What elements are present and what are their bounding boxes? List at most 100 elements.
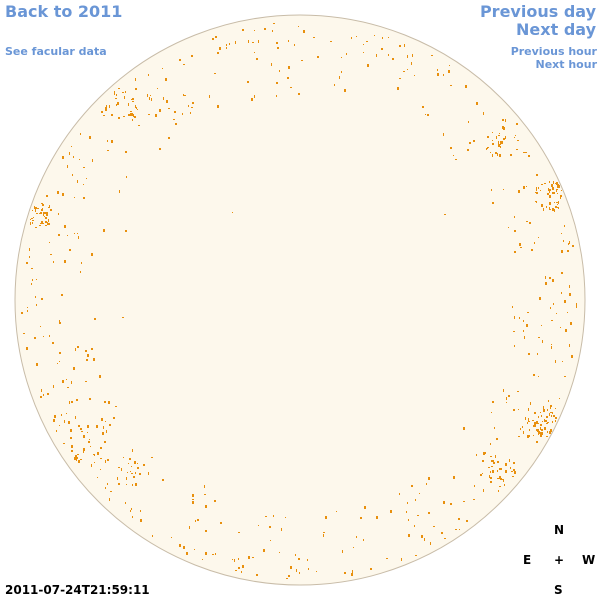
facula-point [473,140,475,142]
facula-point [549,277,551,279]
facula-point [547,409,548,411]
facula-point [64,260,66,263]
facula-point [130,471,131,472]
facula-point [205,530,207,532]
facula-point [552,412,553,414]
facula-point [191,55,193,57]
facula-point [91,253,93,256]
facula-point [71,445,73,448]
facula-point [115,98,117,99]
facula-point [565,329,567,332]
facula-point [483,489,484,492]
next-hour-link[interactable]: Next hour [535,58,598,71]
previous-day-link[interactable]: Previous day [479,2,596,21]
facula-point [528,408,529,411]
facula-point [94,462,95,463]
facula-point [75,416,76,419]
facula-point [518,436,520,437]
facula-point [449,65,450,66]
facula-point [415,499,416,501]
facula-point [140,510,141,512]
facula-point [571,355,573,358]
facula-point [342,550,343,553]
facula-point [500,468,502,470]
facula-point [35,209,36,212]
facula-point [476,454,477,456]
facula-point [570,322,572,325]
compass-east-label: E [523,553,532,567]
facula-point [510,154,512,156]
facula-point [346,53,347,55]
facula-point [500,146,501,148]
facula-point [344,89,346,92]
facula-point [526,221,528,222]
facula-point [285,517,286,518]
facula-point [265,516,267,517]
observation-timestamp: 2011-07-24T21:59:11 [5,583,150,597]
facula-point [497,478,499,479]
facula-point [568,243,569,245]
facula-point [114,91,115,94]
facula-point [491,412,492,413]
facula-point [381,48,383,50]
facula-point [458,518,460,520]
facula-point [235,41,236,44]
facula-point [135,105,136,108]
facula-point [287,77,289,79]
next-day-link[interactable]: Next day [516,20,596,39]
facula-point [182,113,183,115]
facula-point [89,439,90,440]
facula-point [536,190,537,191]
see-facular-data-link[interactable]: See facular data [5,45,107,58]
facula-point [111,114,113,116]
facula-point [551,184,553,187]
facula-point [69,249,71,251]
facula-point [131,466,132,467]
facula-point [86,359,88,361]
facula-point [62,380,64,383]
facula-point [463,501,465,502]
facula-point [561,292,562,294]
facula-point [157,88,158,89]
facula-point [298,558,300,560]
facula-point [513,469,515,471]
facula-point [498,141,499,144]
facula-point [43,212,45,214]
back-to-year-link[interactable]: Back to 2011 [5,2,123,21]
facula-point [130,510,131,512]
facula-point [148,74,149,76]
facula-point [459,529,460,530]
previous-hour-link[interactable]: Previous hour [510,45,597,58]
facula-point [374,35,375,36]
facula-point [532,420,534,421]
facula-point [545,282,547,285]
facula-point [520,247,522,248]
facula-point [426,483,427,485]
facula-point [549,207,550,210]
facula-point [455,529,457,530]
facula-point [276,42,278,44]
facula-point [248,40,249,43]
facula-point [382,37,383,39]
facula-point [561,272,563,274]
facula-point [535,201,537,202]
facula-point [567,312,568,313]
facula-point [492,140,493,141]
facula-point [137,467,139,469]
facula-point [123,116,125,117]
facula-point [52,342,54,344]
facula-point [62,156,64,159]
facula-point [344,572,346,574]
facula-point [386,558,388,559]
facula-point [501,141,503,144]
facula-point [109,105,110,108]
facula-point [126,484,127,485]
facula-point [94,454,95,456]
facula-point [75,348,76,351]
facula-point [254,95,255,98]
facula-point [569,241,570,244]
facula-point [496,136,497,139]
facula-point [232,212,233,213]
facula-point [556,190,557,192]
facula-point [540,190,541,191]
